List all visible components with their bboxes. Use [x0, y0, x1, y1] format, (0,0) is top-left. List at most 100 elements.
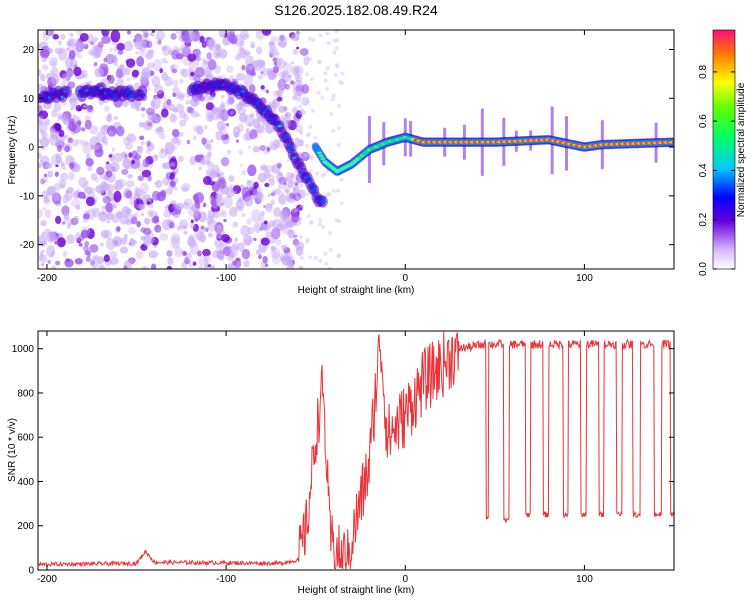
spectrogram-noise-blob — [87, 165, 93, 172]
spectrogram-noise-blob — [92, 44, 101, 53]
spectrogram-noise-blob — [187, 53, 197, 62]
ridge-blob — [137, 85, 148, 98]
snr-x-label: Height of straight line (km) — [298, 585, 415, 596]
spectrogram-noise-blob — [308, 255, 313, 260]
spectrogram-noise-blob — [95, 184, 106, 194]
spectrogram-noise-blob — [336, 142, 341, 147]
spectrogram-noise-blob — [94, 51, 101, 58]
spectrogram-noise-blob — [98, 264, 106, 269]
spectrogram-noise-blob — [99, 242, 105, 247]
spectrogram-noise-blob — [162, 176, 170, 186]
spectrogram-noise-blob — [127, 226, 136, 235]
spectrogram-noise-blob — [220, 211, 228, 218]
spectrogram-noise-blob — [223, 195, 233, 209]
spectrogram-noise-blob — [51, 109, 58, 118]
spectrogram-noise-blob — [196, 56, 202, 62]
spectrogram-noise-blob — [298, 216, 303, 221]
spectrogram-noise-blob — [159, 189, 167, 198]
spectrogram-noise-blob — [249, 129, 258, 140]
spectrogram-noise-blob — [264, 169, 271, 179]
spectrogram-noise-blob — [57, 48, 68, 61]
spectrogram-noise-blob — [264, 263, 269, 268]
spectrogram-noise-blob — [66, 47, 71, 52]
spectrogram-noise-blob — [154, 224, 162, 233]
spectrogram-noise-blob — [228, 75, 235, 82]
spectrogram-noise-blob — [149, 49, 155, 54]
spectrogram-noise-blob — [43, 197, 49, 203]
spectrogram-noise-blob — [180, 131, 184, 137]
spectrogram-noise-blob — [340, 71, 345, 76]
spectrogram-noise-blob — [265, 164, 275, 173]
spectrogram-noise-blob — [149, 32, 154, 37]
spectrogram-noise-blob — [44, 208, 52, 218]
spectrogram-noise-blob — [330, 97, 335, 102]
spectrogram-noise-blob — [165, 60, 169, 64]
spectrogram-noise-blob — [317, 217, 322, 222]
spectrogram-noise-blob — [94, 177, 100, 183]
spectrogram-noise-blob — [100, 229, 110, 239]
spectrogram-noise-blob — [113, 190, 122, 203]
spectrogram-noise-blob — [145, 149, 151, 155]
spectrogram-noise-blob — [213, 238, 222, 248]
spectrogram-noise-blob — [126, 77, 131, 82]
spectrogram-noise-blob — [70, 106, 74, 111]
spectrogram-noise-blob — [50, 73, 60, 85]
spectrogram-noise-blob — [273, 139, 280, 148]
spectrogram-noise-blob — [175, 202, 184, 210]
spectrogram-noise-blob — [42, 240, 47, 246]
spectrogram-noise-blob — [296, 31, 301, 36]
spectrogram-noise-blob — [42, 32, 49, 42]
spectrogram-noise-blob — [125, 208, 132, 215]
spectrogram-noise-blob — [84, 186, 93, 195]
spectrogram-noise-blob — [194, 154, 202, 163]
spectrogram-noise-blob — [116, 210, 123, 218]
spectrogram-noise-blob — [241, 186, 251, 200]
spectrogram-noise-blob — [292, 106, 298, 114]
spectrogram-noise-blob — [115, 68, 124, 79]
spectrogram-noise-blob — [132, 38, 137, 43]
spectrogram-noise-blob — [77, 47, 82, 53]
spectrogram-noise-blob — [272, 90, 281, 98]
spectrogram-noise-blob — [199, 233, 207, 243]
spectrogram-noise-blob — [92, 207, 101, 218]
spectrogram-noise-blob — [95, 144, 100, 151]
spectrogram-noise-blob — [261, 30, 272, 36]
y-tick-label: -10 — [20, 191, 35, 202]
spectrogram-noise-blob — [217, 178, 227, 190]
spectrogram-noise-blob — [331, 188, 336, 193]
spectrogram-noise-blob — [180, 249, 186, 257]
spectrogram-noise-blob — [101, 35, 111, 44]
spectrogram-noise-blob — [96, 131, 106, 143]
spectrogram-noise-blob — [207, 232, 214, 238]
spectrogram-noise-blob — [105, 202, 114, 213]
spectrogram-noise-blob — [85, 157, 94, 167]
spectrogram-noise-blob — [250, 41, 256, 49]
spectrogram-noise-blob — [266, 146, 271, 152]
spectrogram-noise-blob — [320, 95, 325, 100]
spectrogram-noise-blob — [275, 238, 282, 247]
spectrogram-noise-blob — [202, 248, 211, 257]
spectrogram-noise-blob — [250, 44, 255, 49]
y-tick-label: 0 — [28, 566, 34, 577]
spectrogram-noise-blob — [237, 242, 245, 252]
spectrogram-x-label: Height of straight line (km) — [298, 285, 415, 296]
spectrogram-noise-blob — [188, 238, 197, 248]
spectrogram-noise-blob — [76, 139, 81, 144]
spectrogram-noise-blob — [170, 64, 176, 70]
spectrogram-noise-blob — [298, 104, 303, 109]
spectrogram-noise-blob — [205, 110, 214, 122]
spectrogram-noise-blob — [269, 140, 277, 151]
spectrogram-noise-blob — [260, 237, 271, 246]
spectrogram-noise-blob — [207, 219, 218, 232]
spectrogram-noise-blob — [54, 240, 59, 245]
spectrogram-noise-blob — [309, 154, 314, 159]
spectrogram-noise-blob — [190, 219, 194, 224]
spectrogram-noise-blob — [309, 220, 314, 225]
spectrogram-noise-blob — [299, 130, 303, 136]
spectrogram-noise-blob — [232, 126, 241, 136]
spectrogram-noise-blob — [261, 221, 271, 232]
spectrogram-noise-blob — [309, 169, 314, 174]
